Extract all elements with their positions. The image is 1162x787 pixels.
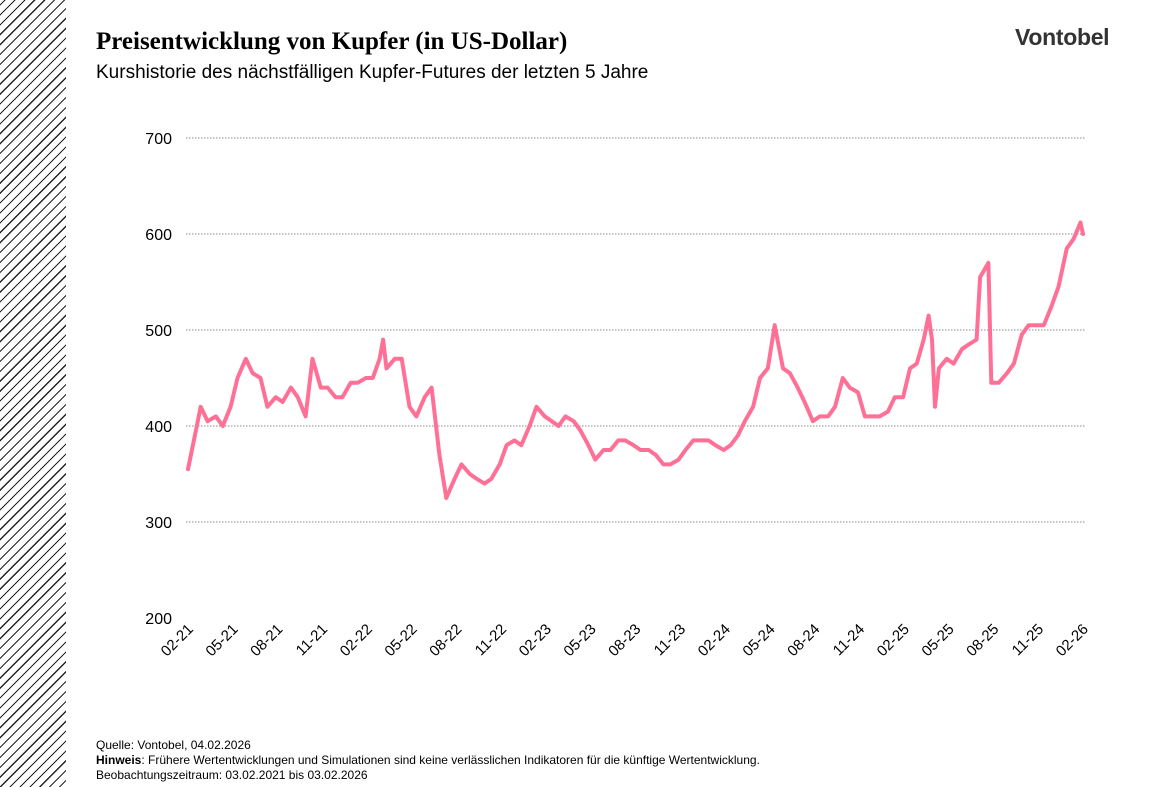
x-tick-label: 08-21 bbox=[247, 621, 286, 660]
y-tick-label: 200 bbox=[145, 611, 172, 628]
x-tick-label: 05-25 bbox=[918, 621, 957, 660]
footer: Quelle: Vontobel, 04.02.2026 Hinweis: Fr… bbox=[96, 738, 760, 783]
x-tick-label: 11-24 bbox=[830, 621, 868, 659]
x-tick-label: 11-21 bbox=[293, 621, 331, 659]
hatched-border bbox=[0, 0, 66, 787]
copper-price-line bbox=[186, 220, 1085, 500]
y-tick-label: 400 bbox=[145, 419, 172, 436]
x-tick-label: 11-22 bbox=[472, 621, 510, 659]
x-tick-label: 08-25 bbox=[963, 621, 1002, 660]
observation-period: Beobachtungszeitraum: 03.02.2021 bis 03.… bbox=[96, 768, 368, 782]
chart-title: Preisentwicklung von Kupfer (in US-Dolla… bbox=[96, 28, 568, 55]
x-tick-label: 11-25 bbox=[1009, 621, 1047, 659]
disclaimer-text: : Frühere Wertentwicklungen und Simulati… bbox=[141, 753, 760, 767]
x-tick-label: 02-26 bbox=[1053, 621, 1092, 660]
vontobel-logo: Vontobel bbox=[1015, 24, 1110, 50]
disclaimer: Hinweis: Frühere Wertentwicklungen und S… bbox=[96, 753, 760, 768]
y-tick-label: 500 bbox=[145, 323, 172, 340]
x-tick-label: 02-25 bbox=[874, 621, 913, 660]
y-tick-label: 300 bbox=[145, 515, 172, 532]
x-tick-label: 02-22 bbox=[337, 621, 376, 660]
x-tick-label: 02-23 bbox=[516, 621, 555, 660]
x-tick-label: 02-24 bbox=[695, 621, 734, 660]
x-tick-label: 05-21 bbox=[202, 621, 241, 660]
source-text: Quelle: Vontobel, 04.02.2026 bbox=[96, 738, 251, 752]
y-tick-label: 600 bbox=[145, 227, 172, 244]
x-tick-label: 08-22 bbox=[426, 621, 465, 660]
disclaimer-label: Hinweis bbox=[96, 753, 142, 767]
x-tick-label: 05-22 bbox=[381, 621, 420, 660]
x-tick-label: 08-24 bbox=[784, 621, 823, 660]
x-tick-label: 08-23 bbox=[605, 621, 644, 660]
x-tick-label: 05-23 bbox=[560, 621, 599, 660]
y-tick-label: 700 bbox=[145, 131, 172, 148]
chart-subtitle: Kurshistorie des nächstfälligen Kupfer-F… bbox=[96, 62, 649, 83]
x-tick-label: 05-24 bbox=[739, 621, 778, 660]
x-tick-label: 11-23 bbox=[651, 621, 689, 659]
